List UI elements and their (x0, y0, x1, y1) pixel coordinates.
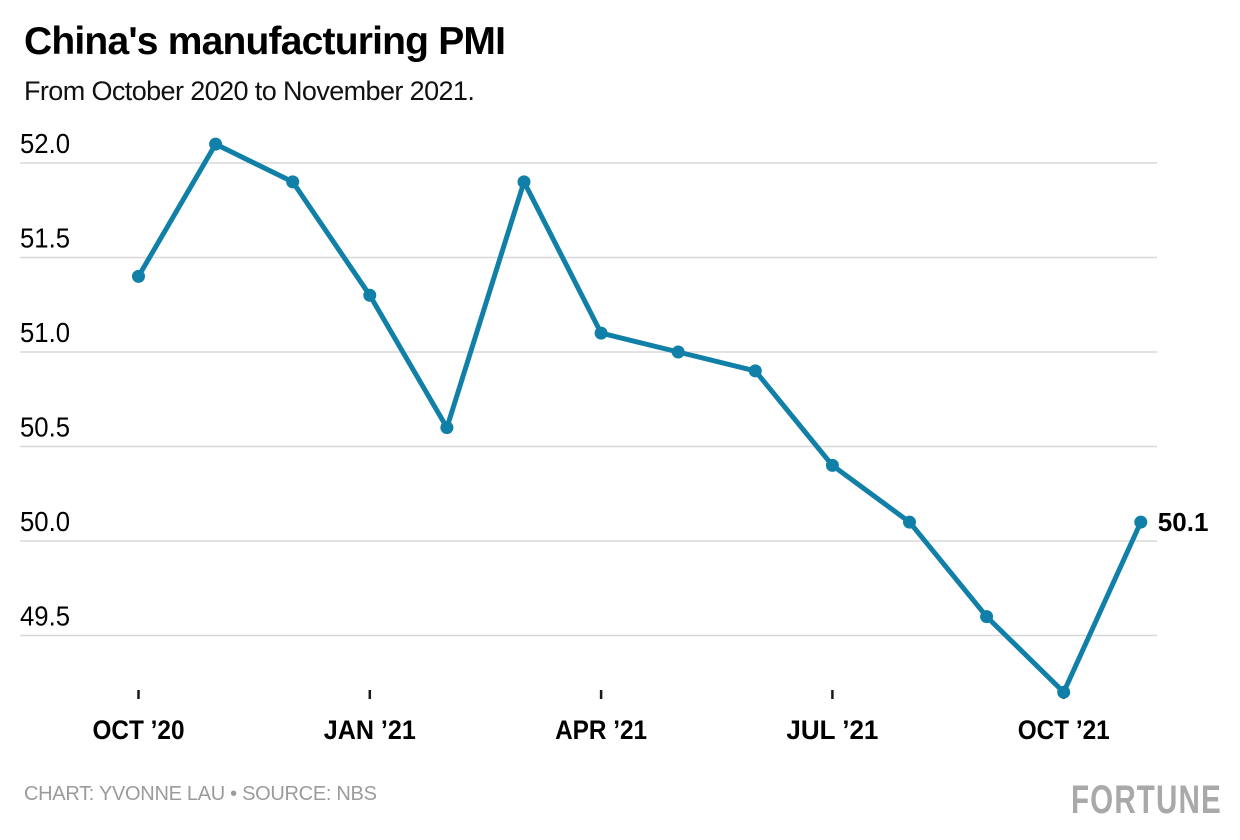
data-point (209, 137, 223, 151)
x-tick-mark (831, 690, 834, 699)
x-axis-label: OCT ’21 (1018, 715, 1110, 745)
pmi-line (136, 141, 1144, 695)
chart-credit: CHART: YVONNE LAU • SOURCE: NBS (24, 783, 377, 805)
x-tick-mark (137, 690, 140, 699)
data-point (1134, 515, 1148, 529)
data-point (980, 610, 994, 624)
data-point (671, 345, 685, 359)
y-axis-label: 52.0 (20, 128, 70, 159)
y-axis-label: 51.0 (20, 317, 70, 348)
data-point (286, 175, 300, 189)
y-axis-label: 50.0 (20, 506, 70, 537)
data-point (1057, 685, 1071, 699)
chart-subtitle: From October 2020 to November 2021. (24, 76, 475, 106)
data-point (440, 421, 454, 435)
x-axis-label: APR ’21 (555, 715, 647, 745)
fortune-logo: FORTUNE (1071, 778, 1222, 822)
data-point (363, 288, 377, 302)
data-point (903, 515, 916, 529)
data-point (748, 364, 762, 378)
y-axis-label: 51.5 (20, 223, 70, 254)
x-tick-mark (599, 690, 603, 699)
x-tick-mark (368, 690, 372, 699)
end-value-label: 50.1 (1158, 507, 1209, 537)
data-point (594, 326, 608, 340)
x-axis-label: JUL ’21 (786, 715, 878, 745)
data-point (517, 175, 531, 189)
data-point (132, 269, 145, 283)
y-axis-label: 49.5 (20, 601, 70, 632)
page-title: China's manufacturing PMI (24, 20, 506, 63)
x-axis-label: OCT ’20 (93, 715, 185, 745)
data-point (825, 458, 839, 472)
y-axis-label: 50.5 (20, 412, 70, 443)
x-axis-label: JAN ’21 (324, 715, 416, 745)
